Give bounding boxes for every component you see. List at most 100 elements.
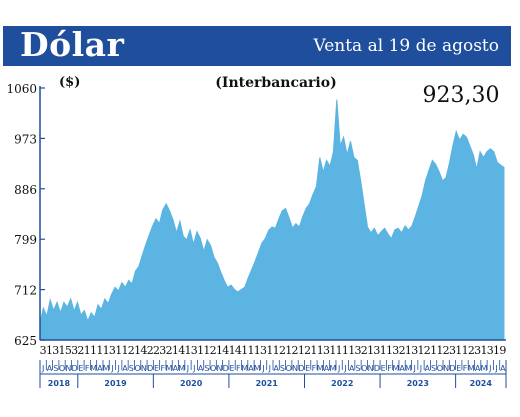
month-tick-label: S <box>280 364 285 373</box>
day-tick-label: 3 <box>449 344 456 357</box>
month-tick-label: D <box>449 364 455 373</box>
month-tick-label: J <box>117 364 120 373</box>
day-tick-label: 2 <box>399 344 406 357</box>
month-tick-label: J <box>419 364 422 373</box>
day-tick-label: 1 <box>172 344 179 357</box>
year-tick-label: 2022 <box>331 379 353 388</box>
y-tick-label: 1060 <box>6 82 37 96</box>
month-tick-label: A <box>122 364 128 373</box>
day-tick-label: 1 <box>216 344 223 357</box>
day-tick-label: 2 <box>292 344 299 357</box>
month-tick-label: J <box>110 364 113 373</box>
day-tick-label: 1 <box>367 344 374 357</box>
day-tick-label: 3 <box>191 344 198 357</box>
month-tick-label: A <box>349 364 355 373</box>
month-tick-label: J <box>192 364 195 373</box>
year-tick-label: 2018 <box>48 379 71 388</box>
month-tick-label: M <box>405 364 412 373</box>
month-tick-label: O <box>286 364 292 373</box>
day-tick-label: 1 <box>184 344 191 357</box>
month-tick-label: M <box>90 364 97 373</box>
day-tick-label: 3 <box>392 344 399 357</box>
month-tick-label: N <box>292 364 298 373</box>
month-tick-label: O <box>361 364 367 373</box>
chart-title: Dólar <box>20 25 125 64</box>
day-tick-label: 2 <box>147 344 154 357</box>
day-tick-label: 3 <box>159 344 166 357</box>
axis-layer: 625 712 799 886 973 1060 <box>6 82 506 348</box>
month-tick-label: A <box>198 364 204 373</box>
month-tick-label: J <box>337 364 340 373</box>
day-tick-label: 1 <box>329 344 336 357</box>
area-layer <box>39 99 505 341</box>
day-tick-label: 1 <box>336 344 343 357</box>
month-tick-label: E <box>154 364 159 373</box>
day-tick-label: 1 <box>417 344 424 357</box>
day-tick-label: 3 <box>71 344 78 357</box>
day-tick-label: 3 <box>323 344 330 357</box>
day-tick-label: 3 <box>260 344 267 357</box>
day-tick-label: 1 <box>310 344 317 357</box>
day-tick-label: 2 <box>77 344 84 357</box>
y-tick-label: 625 <box>14 334 37 348</box>
day-tick-label: 1 <box>285 344 292 357</box>
month-tick-label: M <box>178 364 185 373</box>
year-tick-label: 2021 <box>256 379 279 388</box>
day-tick-label: 1 <box>348 344 355 357</box>
day-tick-label: 2 <box>443 344 450 357</box>
month-tick-label: M <box>481 364 488 373</box>
day-tick-label: 2 <box>304 344 311 357</box>
y-tick-label: 886 <box>14 183 37 197</box>
month-tick-label: N <box>368 364 374 373</box>
day-tick-label: 3 <box>373 344 380 357</box>
month-tick-label: J <box>41 364 44 373</box>
day-tick-label: 2 <box>210 344 217 357</box>
month-tick-label: F <box>160 364 165 373</box>
day-tick-label: 1 <box>59 344 66 357</box>
day-tick-label: 2 <box>166 344 173 357</box>
month-tick-label: N <box>65 364 71 373</box>
chart-area: 625 712 799 886 973 1060 ($) (Interbancario) … <box>0 66 520 417</box>
day-tick-label: 1 <box>46 344 53 357</box>
month-tick-label: M <box>254 364 261 373</box>
day-tick-label: 1 <box>254 344 261 357</box>
day-tick-label: 1 <box>122 344 129 357</box>
y-tick-label: 799 <box>14 233 37 247</box>
day-tick-label: 3 <box>40 344 47 357</box>
month-tick-label: F <box>463 364 468 373</box>
month-tick-label: M <box>241 364 248 373</box>
day-tick-label: 1 <box>84 344 91 357</box>
month-tick-label: J <box>488 364 491 373</box>
month-tick-label: N <box>216 364 222 373</box>
day-tick-label: 2 <box>153 344 160 357</box>
day-tick-label: 4 <box>235 344 242 357</box>
day-tick-label: 9 <box>499 344 506 357</box>
day-tick-label: 3 <box>355 344 362 357</box>
y-tick-label: 712 <box>14 284 37 298</box>
month-tick-label: S <box>53 364 58 373</box>
last-value-label: 923,30 <box>423 83 500 108</box>
day-tick-label: 1 <box>480 344 487 357</box>
month-tick-label: A <box>97 364 103 373</box>
month-tick-label: D <box>72 364 78 373</box>
month-tick-label: N <box>141 364 147 373</box>
month-tick-label: A <box>248 364 254 373</box>
y-tick-label: 973 <box>14 132 37 146</box>
month-tick-label: M <box>166 364 173 373</box>
month-tick-label: D <box>374 364 380 373</box>
month-tick-label: N <box>443 364 449 373</box>
day-tick-label: 1 <box>115 344 122 357</box>
month-tick-label: F <box>312 364 317 373</box>
day-tick-label: 1 <box>247 344 254 357</box>
month-tick-label: J <box>494 364 497 373</box>
day-tick-label: 3 <box>487 344 494 357</box>
month-tick-label: E <box>78 364 83 373</box>
month-tick-label: J <box>413 364 416 373</box>
month-tick-label: J <box>343 364 346 373</box>
day-tick-label: 1 <box>436 344 443 357</box>
day-tick-label: 1 <box>96 344 103 357</box>
month-tick-label: D <box>223 364 229 373</box>
month-tick-label: E <box>456 364 461 373</box>
day-tick-label: 1 <box>203 344 210 357</box>
